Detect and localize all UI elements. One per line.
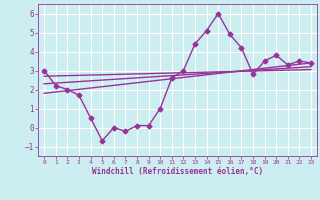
X-axis label: Windchill (Refroidissement éolien,°C): Windchill (Refroidissement éolien,°C) [92, 167, 263, 176]
